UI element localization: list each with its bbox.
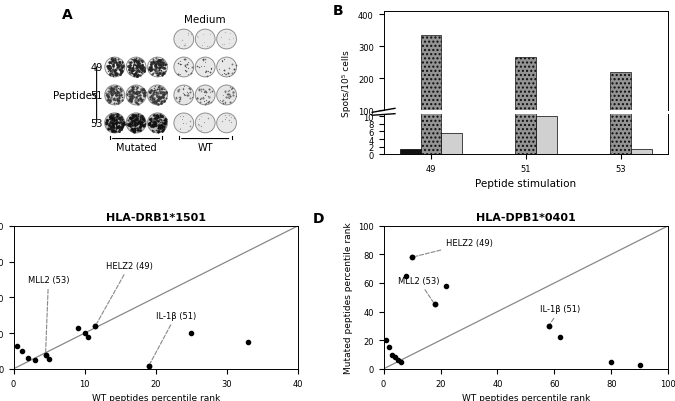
Text: Mutated: Mutated	[116, 143, 157, 153]
Circle shape	[195, 86, 215, 105]
Bar	[421, 0, 441, 155]
Text: Medium: Medium	[184, 15, 226, 25]
Point	[389, 354, 400, 361]
Circle shape	[126, 114, 146, 134]
Bar	[537, 116, 558, 155]
Bar	[631, 142, 652, 143]
Point	[429, 302, 440, 308]
Circle shape	[217, 30, 236, 50]
Point	[44, 356, 55, 362]
Point	[543, 323, 554, 329]
Circle shape	[217, 58, 236, 78]
Text: WT: WT	[197, 143, 213, 153]
Bar	[400, 149, 421, 155]
Point	[40, 351, 51, 358]
Circle shape	[174, 58, 194, 78]
Text: Spots/10⁵ cells: Spots/10⁵ cells	[342, 50, 351, 117]
Bar	[421, 36, 441, 143]
Text: 53: 53	[90, 119, 103, 129]
Circle shape	[126, 86, 146, 105]
Point	[396, 358, 406, 365]
Point	[11, 342, 22, 349]
Text: 51: 51	[90, 91, 103, 101]
X-axis label: Peptide stimulation: Peptide stimulation	[475, 179, 576, 189]
Point	[634, 361, 645, 368]
Text: B: B	[332, 4, 343, 18]
Text: HELZ2 (49): HELZ2 (49)	[414, 239, 493, 257]
X-axis label: WT peptides percentile rank: WT peptides percentile rank	[92, 393, 220, 401]
Circle shape	[195, 114, 215, 134]
Bar	[537, 140, 558, 143]
Point	[392, 357, 403, 364]
Point	[401, 273, 412, 279]
Circle shape	[174, 114, 194, 134]
Point	[243, 339, 254, 345]
Text: IL-1β (51): IL-1β (51)	[540, 304, 580, 324]
Point	[406, 254, 417, 261]
Text: D: D	[313, 212, 324, 226]
Bar	[610, 0, 631, 155]
Point	[30, 357, 40, 363]
Text: HELZ2 (49): HELZ2 (49)	[97, 261, 153, 324]
Circle shape	[195, 58, 215, 78]
Bar	[441, 141, 462, 143]
Circle shape	[105, 58, 125, 78]
Point	[606, 358, 617, 365]
Point	[441, 283, 452, 290]
Bar	[400, 142, 421, 143]
Point	[429, 302, 440, 308]
Point	[79, 330, 90, 336]
Point	[22, 355, 33, 361]
Circle shape	[105, 114, 125, 134]
Bar	[516, 58, 537, 143]
Point	[40, 351, 51, 358]
Point	[143, 363, 154, 369]
Bar	[610, 73, 631, 143]
Circle shape	[126, 58, 146, 78]
Point	[143, 363, 154, 369]
Point	[17, 348, 28, 354]
Point	[186, 330, 197, 336]
Circle shape	[105, 86, 125, 105]
Point	[384, 344, 395, 351]
Title: HLA-DRB1*1501: HLA-DRB1*1501	[106, 213, 206, 223]
Circle shape	[174, 30, 194, 50]
Point	[555, 334, 566, 341]
Title: HLA-DPB1*0401: HLA-DPB1*0401	[476, 213, 576, 223]
Circle shape	[148, 114, 167, 134]
Circle shape	[148, 58, 167, 78]
Point	[387, 351, 398, 358]
Text: MLL2 (53): MLL2 (53)	[398, 276, 439, 302]
Text: MLL2 (53): MLL2 (53)	[28, 275, 70, 352]
X-axis label: WT peptides percentile rank: WT peptides percentile rank	[462, 393, 590, 401]
Circle shape	[217, 114, 236, 134]
Text: Peptides: Peptides	[53, 91, 97, 101]
Circle shape	[195, 30, 215, 50]
Point	[406, 254, 417, 261]
Point	[83, 334, 94, 340]
Bar	[516, 0, 537, 155]
Circle shape	[148, 86, 167, 105]
Point	[381, 337, 392, 344]
Text: 49: 49	[90, 63, 103, 73]
Circle shape	[217, 86, 236, 105]
Point	[72, 325, 83, 331]
Text: A: A	[62, 8, 73, 22]
Text: IL-1β (51): IL-1β (51)	[150, 311, 196, 364]
Bar	[631, 149, 652, 155]
Bar	[441, 134, 462, 155]
Y-axis label: Mutated peptides percentile rank: Mutated peptides percentile rank	[344, 222, 352, 373]
Circle shape	[174, 86, 194, 105]
Point	[90, 323, 101, 329]
Point	[543, 323, 554, 329]
Point	[90, 323, 101, 329]
